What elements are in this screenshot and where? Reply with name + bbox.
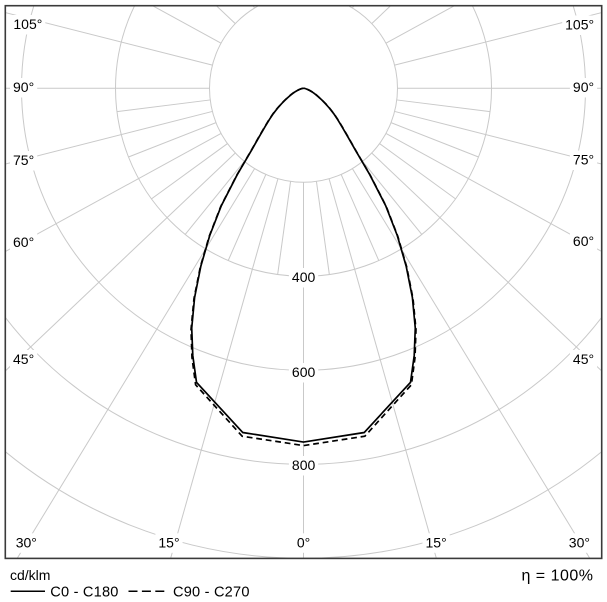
svg-text:75°: 75° [13, 152, 34, 168]
svg-text:45°: 45° [573, 351, 594, 367]
svg-text:90°: 90° [573, 79, 594, 95]
svg-text:60°: 60° [13, 234, 34, 250]
svg-text:0°: 0° [297, 534, 310, 550]
svg-text:45°: 45° [13, 351, 34, 367]
svg-text:60°: 60° [573, 233, 594, 249]
svg-text:η = 100%: η = 100% [521, 568, 593, 585]
svg-text:30°: 30° [16, 534, 37, 550]
svg-text:800: 800 [292, 457, 316, 473]
svg-text:600: 600 [292, 364, 316, 380]
svg-text:90°: 90° [13, 79, 34, 95]
svg-text:cd/klm: cd/klm [10, 567, 50, 583]
svg-text:C90 - C270: C90 - C270 [173, 584, 250, 600]
svg-text:105°: 105° [13, 16, 42, 32]
svg-text:75°: 75° [573, 152, 594, 168]
svg-text:30°: 30° [569, 534, 590, 550]
svg-text:C0 - C180: C0 - C180 [50, 584, 118, 600]
svg-text:15°: 15° [426, 534, 447, 550]
svg-text:400: 400 [292, 269, 316, 285]
svg-text:15°: 15° [158, 534, 179, 550]
svg-text:105°: 105° [565, 17, 594, 33]
